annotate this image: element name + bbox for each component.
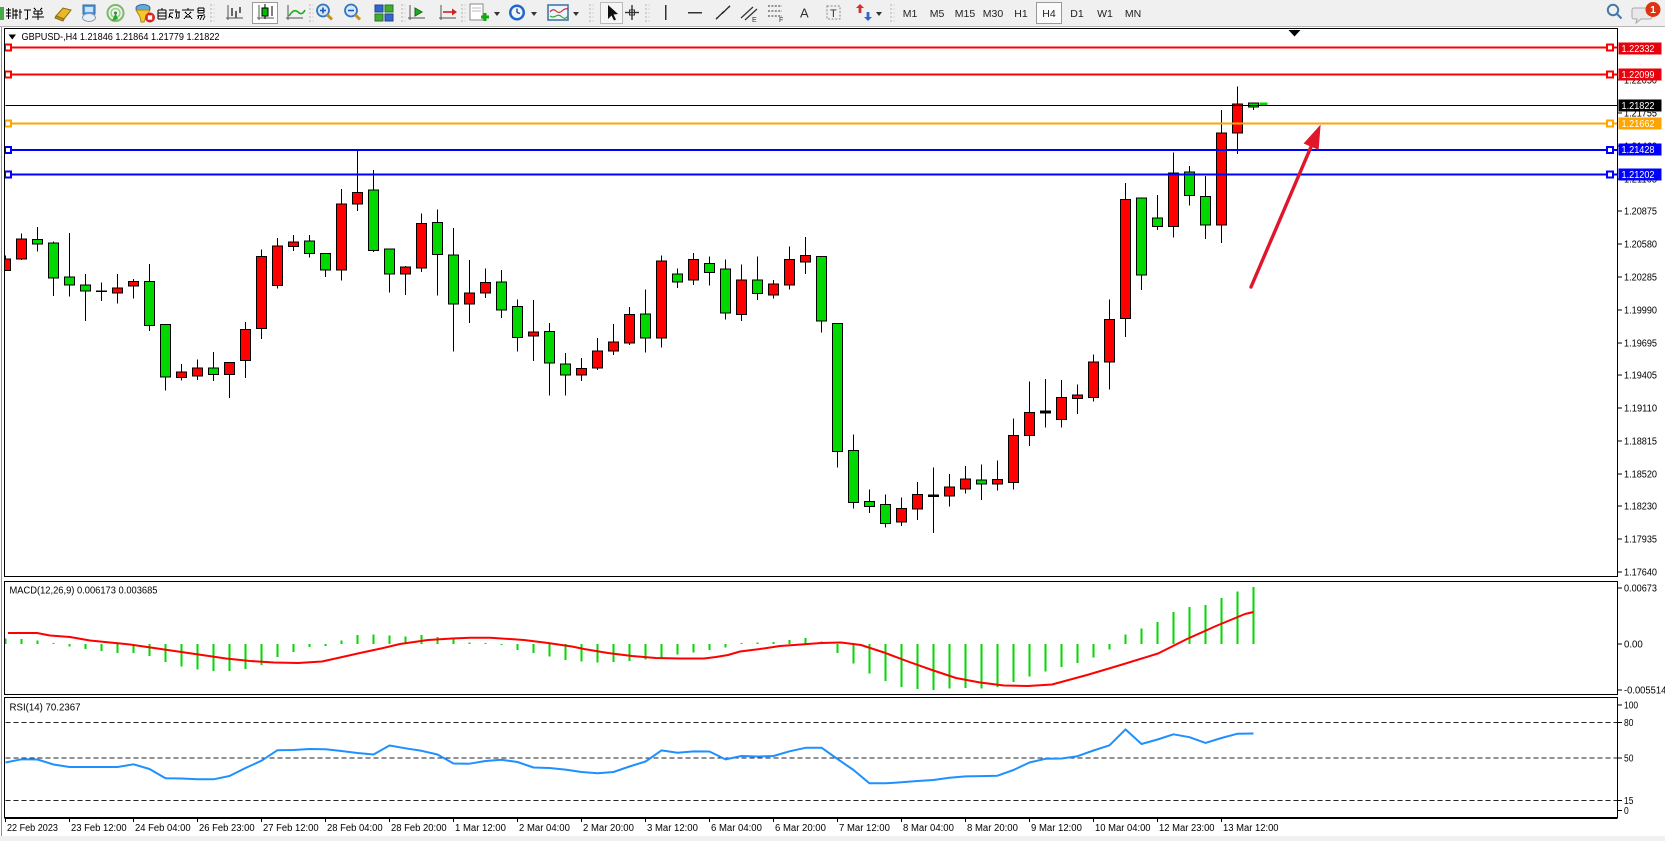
svg-text:100: 100 (1624, 701, 1638, 712)
svg-text:D1: D1 (1070, 8, 1084, 20)
svg-text:80: 80 (1624, 718, 1634, 729)
svg-text:6 Mar 04:00: 6 Mar 04:00 (711, 823, 762, 834)
svg-text:3 Mar 12:00: 3 Mar 12:00 (647, 823, 698, 834)
svg-text:RSI(14) 70.2367: RSI(14) 70.2367 (10, 703, 81, 714)
svg-text:1.20580: 1.20580 (1624, 240, 1657, 251)
svg-text:1.19695: 1.19695 (1624, 339, 1657, 350)
svg-text:T: T (830, 8, 837, 20)
svg-text:A: A (800, 6, 809, 21)
svg-text:50: 50 (1624, 754, 1634, 765)
svg-text:M5: M5 (930, 8, 945, 20)
svg-text:M30: M30 (983, 8, 1004, 20)
svg-text:1.21822: 1.21822 (1622, 101, 1655, 112)
svg-text:1.18230: 1.18230 (1624, 502, 1657, 513)
svg-text:1.18520: 1.18520 (1624, 470, 1657, 481)
svg-text:M15: M15 (955, 8, 976, 20)
svg-text:2 Mar 20:00: 2 Mar 20:00 (583, 823, 634, 834)
svg-text:1.17935: 1.17935 (1624, 535, 1657, 546)
svg-text:1 Mar 12:00: 1 Mar 12:00 (455, 823, 506, 834)
svg-text:MACD(12,26,9) 0.006173 0.00368: MACD(12,26,9) 0.006173 0.003685 (10, 586, 158, 597)
svg-text:F: F (779, 17, 783, 24)
svg-text:1.18815: 1.18815 (1624, 437, 1657, 448)
svg-text:1: 1 (1650, 4, 1656, 16)
svg-text:1.19405: 1.19405 (1624, 371, 1657, 382)
svg-text:H4: H4 (1042, 8, 1056, 20)
svg-text:7 Mar 12:00: 7 Mar 12:00 (839, 823, 890, 834)
svg-text:27 Feb 12:00: 27 Feb 12:00 (263, 823, 319, 834)
svg-text:9 Mar 12:00: 9 Mar 12:00 (1031, 823, 1082, 834)
svg-text:0.00673: 0.00673 (1624, 584, 1657, 595)
svg-text:23 Feb 12:00: 23 Feb 12:00 (71, 823, 127, 834)
svg-text:1.21202: 1.21202 (1622, 170, 1655, 181)
svg-text:10 Mar 04:00: 10 Mar 04:00 (1095, 823, 1151, 834)
svg-text:1.22332: 1.22332 (1622, 44, 1655, 55)
svg-text:1.17640: 1.17640 (1624, 568, 1657, 579)
svg-text:13 Mar 12:00: 13 Mar 12:00 (1223, 823, 1279, 834)
svg-text:M1: M1 (903, 8, 918, 20)
svg-text:1.20285: 1.20285 (1624, 273, 1657, 284)
svg-text:22 Feb 2023: 22 Feb 2023 (7, 823, 58, 834)
svg-text:1.21428: 1.21428 (1622, 145, 1655, 156)
svg-text:W1: W1 (1097, 8, 1113, 20)
svg-text:8 Mar 20:00: 8 Mar 20:00 (967, 823, 1018, 834)
svg-text:24 Feb 04:00: 24 Feb 04:00 (135, 823, 191, 834)
svg-text:MN: MN (1125, 8, 1141, 20)
svg-text:6 Mar 20:00: 6 Mar 20:00 (775, 823, 826, 834)
svg-text:1.21662: 1.21662 (1622, 119, 1655, 130)
svg-text:28 Feb 04:00: 28 Feb 04:00 (327, 823, 383, 834)
svg-text:8 Mar 04:00: 8 Mar 04:00 (903, 823, 954, 834)
svg-text:H1: H1 (1014, 8, 1028, 20)
svg-text:2 Mar 04:00: 2 Mar 04:00 (519, 823, 570, 834)
svg-text:28 Feb 20:00: 28 Feb 20:00 (391, 823, 447, 834)
svg-text:E: E (752, 17, 757, 24)
svg-text:0: 0 (1624, 806, 1629, 817)
svg-text:1.21755: 1.21755 (1624, 109, 1657, 120)
svg-text:1.19990: 1.19990 (1624, 306, 1657, 317)
svg-text:12 Mar 23:00: 12 Mar 23:00 (1159, 823, 1215, 834)
svg-text:GBPUSD-,H4 1.21846 1.21864 1.: GBPUSD-,H4 1.21846 1.21864 1.21779 1.218… (22, 32, 220, 43)
svg-text:26 Feb 23:00: 26 Feb 23:00 (199, 823, 255, 834)
svg-text:0.00: 0.00 (1624, 640, 1643, 651)
svg-text:-0.005514: -0.005514 (1624, 686, 1665, 697)
svg-text:1.22050: 1.22050 (1624, 76, 1657, 87)
svg-text:1.22099: 1.22099 (1622, 70, 1655, 81)
svg-text:15: 15 (1624, 796, 1634, 807)
svg-text:1.19110: 1.19110 (1624, 404, 1657, 415)
svg-text:1.20875: 1.20875 (1624, 207, 1657, 218)
